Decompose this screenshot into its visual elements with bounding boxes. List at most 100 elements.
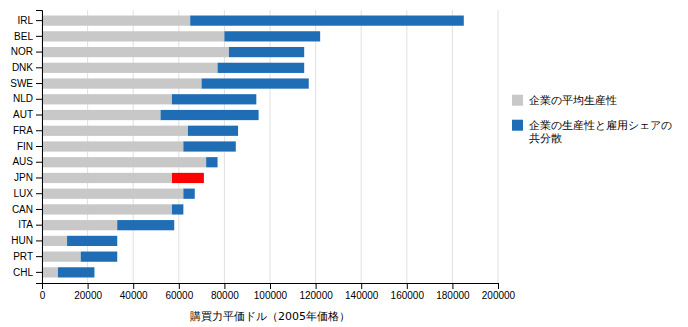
tick: 200000: [482, 283, 516, 301]
tick-mark: [36, 20, 42, 21]
tick: HUN: [11, 235, 42, 246]
tick-label: CHL: [13, 267, 33, 278]
tick-label: 40000: [120, 290, 148, 301]
grid-line: [498, 10, 499, 283]
tick: DNK: [12, 62, 42, 73]
tick-mark: [36, 193, 42, 194]
tick-mark: [36, 272, 42, 273]
bar: [224, 31, 320, 41]
tick-label: BEL: [14, 31, 33, 42]
legend: 企業の平均生産性企業の生産性と雇用シェアの共分散: [512, 94, 672, 145]
bar: [42, 204, 172, 214]
tick-label: ITA: [18, 219, 33, 230]
tick-mark: [36, 146, 42, 147]
bar: [161, 110, 259, 120]
bar: [117, 252, 118, 262]
tick-label: 140000: [345, 290, 379, 301]
bar: [206, 157, 217, 167]
tick-label: 160000: [391, 290, 425, 301]
bar: [42, 94, 172, 104]
legend-label-line: 企業の平均生産性: [529, 94, 617, 107]
bar: [308, 78, 309, 88]
tick-mark: [36, 115, 42, 116]
series: [172, 173, 204, 183]
tick-mark: [36, 99, 42, 100]
bar: [58, 267, 94, 277]
tick-mark: [270, 283, 271, 289]
tick-label: 80000: [211, 290, 239, 301]
tick-mark: [361, 283, 362, 289]
tick: 140000: [345, 283, 379, 301]
tick-label: DNK: [12, 62, 33, 73]
tick-label: 200000: [482, 290, 516, 301]
tick-mark: [36, 130, 42, 131]
bar: [304, 63, 305, 73]
tick-mark: [36, 162, 42, 163]
tick: NOR: [11, 46, 42, 57]
tick-label: 60000: [165, 290, 193, 301]
bar: [42, 63, 218, 73]
tick: 120000: [299, 283, 333, 301]
grid-line: [452, 10, 453, 283]
tick-mark: [498, 283, 499, 289]
bar: [42, 141, 183, 151]
tick-mark: [407, 283, 408, 289]
bar: [67, 236, 117, 246]
bar: [172, 204, 183, 214]
bar: [320, 31, 321, 41]
tick-label: AUS: [12, 156, 33, 167]
tick-label: CAN: [12, 204, 33, 215]
tick: AUT: [13, 109, 42, 120]
tick: BEL: [14, 31, 42, 42]
tick-label: SWE: [10, 78, 33, 89]
tick: 20000: [74, 283, 102, 301]
bar: [202, 78, 309, 88]
bar: [304, 47, 305, 57]
grid-line: [406, 10, 407, 283]
tick-label: HUN: [11, 235, 33, 246]
grid: [42, 10, 498, 283]
tick-label: IRL: [17, 15, 33, 26]
bar: [256, 94, 257, 104]
x-axis-title: 購買力平価ドル（2005年価格）: [190, 310, 350, 323]
legend-label-line: 共分散: [529, 132, 562, 145]
bar: [172, 94, 256, 104]
bar: [117, 220, 174, 230]
tick: 160000: [391, 283, 425, 301]
bar: [94, 267, 95, 277]
bar: [42, 173, 172, 183]
tick-mark: [36, 240, 42, 241]
bar: [235, 141, 236, 151]
tick-label: 0: [40, 290, 46, 301]
tick: IRL: [17, 15, 42, 26]
bar: [188, 126, 238, 136]
tick-mark: [36, 256, 42, 257]
tick: FIN: [17, 141, 42, 152]
tick-label: NLD: [13, 93, 33, 104]
bar: [183, 204, 184, 214]
bar: [174, 220, 175, 230]
tick-label: JPN: [14, 172, 33, 183]
bar: [42, 220, 117, 230]
bars: [42, 16, 464, 278]
bar: [183, 189, 194, 199]
bar: [217, 157, 218, 167]
bar: [229, 47, 304, 57]
tick: 40000: [120, 283, 148, 301]
legend-label-line: 企業の生産性と雇用シェアの: [529, 119, 672, 132]
bar: [42, 78, 202, 88]
legend-label: 企業の平均生産性: [529, 94, 617, 107]
plot: 0 20000 40000 60000 80000 100000 120000 140000 1…: [10, 10, 515, 301]
bar: [42, 126, 188, 136]
tick: PRT: [13, 251, 42, 262]
tick-mark: [179, 283, 180, 289]
bar: [42, 252, 81, 262]
tick-label: 180000: [436, 290, 470, 301]
tick: 100000: [254, 283, 288, 301]
bar: [190, 16, 464, 26]
bar: [238, 126, 239, 136]
bar: [42, 31, 224, 41]
tick: ITA: [18, 219, 42, 230]
tick-label: 20000: [74, 290, 102, 301]
tick-mark: [452, 283, 453, 289]
